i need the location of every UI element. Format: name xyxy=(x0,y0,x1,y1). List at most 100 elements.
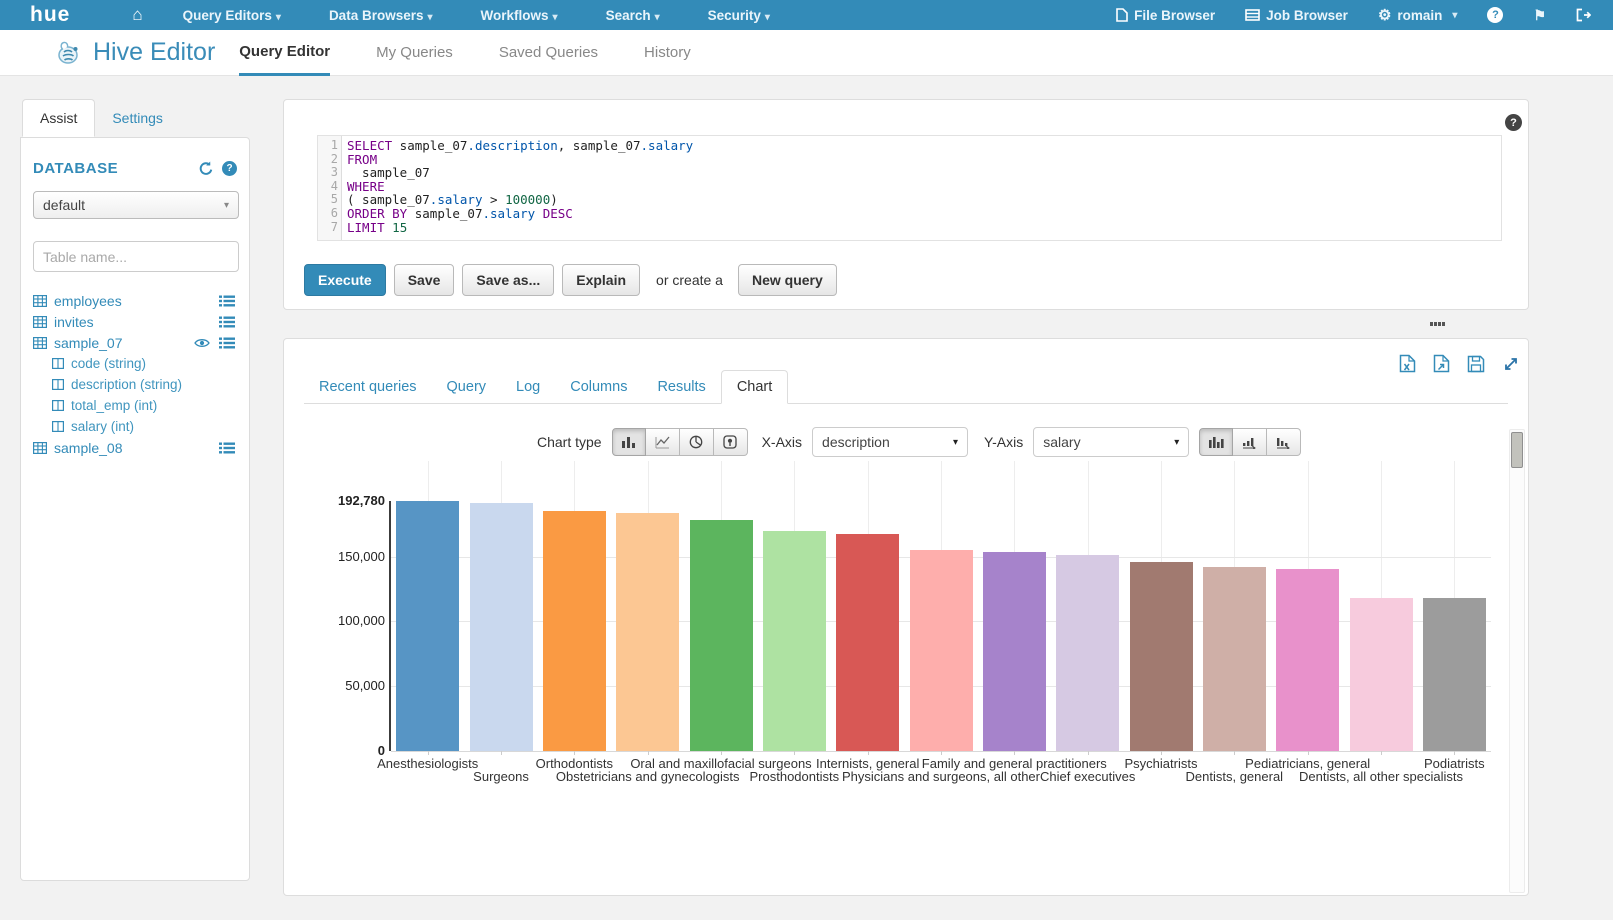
bar[interactable] xyxy=(982,551,1046,751)
chart-type-line-button[interactable] xyxy=(645,428,680,456)
bar[interactable] xyxy=(1422,597,1486,751)
x-axis-select[interactable]: description ▾ xyxy=(812,427,969,457)
x-axis-tick xyxy=(1087,751,1089,755)
column-row[interactable]: code (string) xyxy=(33,353,237,374)
table-row[interactable]: employees xyxy=(33,290,237,311)
bar[interactable] xyxy=(542,510,606,751)
chevron-down-icon: ▾ xyxy=(764,11,770,23)
tab-chart[interactable]: Chart xyxy=(720,370,789,404)
bar[interactable] xyxy=(689,519,753,751)
database-help-icon[interactable]: ? xyxy=(222,161,237,176)
execute-button[interactable]: Execute xyxy=(304,264,386,296)
table-icon xyxy=(33,315,47,328)
sql-line: LIMIT 15 xyxy=(347,219,408,235)
bar[interactable] xyxy=(762,531,826,751)
panel-resize-grip[interactable] xyxy=(1430,322,1445,326)
x-axis-tick xyxy=(647,751,649,755)
help-button[interactable]: ? xyxy=(1487,7,1504,23)
y-axis-tick-label: 150,000 xyxy=(338,548,385,564)
menu-search[interactable]: Search ▾ xyxy=(605,7,660,23)
sql-line: WHERE xyxy=(347,178,385,194)
file-icon xyxy=(1116,8,1128,22)
tab-recent-queries[interactable]: Recent queries xyxy=(319,379,417,395)
bar[interactable] xyxy=(1129,561,1193,751)
job-browser-link[interactable]: Job Browser xyxy=(1245,8,1348,23)
hive-bee-logo-icon xyxy=(55,39,85,67)
editor-tabs: Query Editor My Queries Saved Queries Hi… xyxy=(239,30,691,76)
sort-asc-button[interactable] xyxy=(1233,428,1268,456)
table-list: employees invites sample_07 code (string) de… xyxy=(33,290,237,458)
bar[interactable] xyxy=(1056,554,1120,751)
feedback-flag-button[interactable]: ⚑ xyxy=(1533,7,1546,24)
explain-button[interactable]: Explain xyxy=(562,264,641,296)
sign-out-button[interactable] xyxy=(1576,8,1591,22)
menu-query-editors[interactable]: Query Editors ▾ xyxy=(182,7,281,23)
tab-history[interactable]: History xyxy=(644,44,691,61)
tab-columns[interactable]: Columns xyxy=(570,379,628,395)
bar[interactable] xyxy=(1202,566,1266,751)
app-title: Hive Editor xyxy=(55,38,215,67)
bar[interactable] xyxy=(1276,568,1340,751)
column-row[interactable]: salary (int) xyxy=(33,416,237,437)
tab-log[interactable]: Log xyxy=(516,379,541,395)
menu-data-browsers[interactable]: Data Browsers ▾ xyxy=(328,7,433,23)
table-filter-input[interactable] xyxy=(33,241,239,272)
database-select[interactable]: default ▾ xyxy=(33,191,239,219)
chevron-down-icon: ▾ xyxy=(1452,9,1458,21)
menu-security[interactable]: Security ▾ xyxy=(707,7,770,23)
save-as-button[interactable]: Save as... xyxy=(462,264,555,296)
editor-help-icon[interactable]: ? xyxy=(1505,114,1522,131)
page-title: Hive Editor xyxy=(93,38,216,66)
table-menu-icon[interactable] xyxy=(219,442,235,454)
export-excel-icon[interactable] xyxy=(1399,354,1416,373)
scrollbar-thumb[interactable] xyxy=(1511,432,1523,468)
menu-workflows[interactable]: Workflows ▾ xyxy=(480,7,558,23)
database-header: DATABASE ? xyxy=(33,160,237,177)
chart-type-map-button[interactable] xyxy=(713,428,748,456)
save-button[interactable]: Save xyxy=(393,264,455,296)
column-row[interactable]: description (string) xyxy=(33,374,237,395)
table-row[interactable]: sample_07 xyxy=(33,332,237,353)
bar[interactable] xyxy=(909,549,973,751)
preview-eye-icon[interactable] xyxy=(194,338,210,348)
tab-query[interactable]: Query xyxy=(446,379,487,395)
new-query-button[interactable]: New query xyxy=(737,264,837,296)
bar[interactable] xyxy=(469,502,533,751)
save-results-icon[interactable] xyxy=(1467,355,1485,373)
bar[interactable] xyxy=(396,501,460,751)
tab-query-editor[interactable]: Query Editor xyxy=(239,30,331,76)
y-axis-select[interactable]: salary ▾ xyxy=(1033,427,1190,457)
bar[interactable] xyxy=(616,512,680,751)
chart-type-pie-button[interactable] xyxy=(679,428,714,456)
refresh-icon[interactable] xyxy=(198,161,214,176)
tab-results[interactable]: Results xyxy=(657,379,706,395)
table-name: sample_08 xyxy=(54,439,123,456)
tab-assist[interactable]: Assist xyxy=(22,99,96,137)
export-file-icon[interactable] xyxy=(1433,354,1450,373)
bar[interactable] xyxy=(1349,597,1413,751)
table-menu-icon[interactable] xyxy=(219,295,235,307)
tab-my-queries[interactable]: My Queries xyxy=(376,44,453,61)
x-axis-tick xyxy=(941,751,942,755)
x-axis-tick xyxy=(1381,751,1382,755)
tab-settings[interactable]: Settings xyxy=(112,110,163,126)
hue-logo[interactable]: hue xyxy=(30,3,71,26)
table-menu-icon[interactable] xyxy=(219,337,235,349)
sort-desc-button[interactable] xyxy=(1267,428,1302,456)
table-row[interactable]: sample_08 xyxy=(33,437,237,458)
x-axis-tick xyxy=(427,751,429,755)
chart-scrollbar[interactable] xyxy=(1509,429,1525,893)
table-row[interactable]: invites xyxy=(33,311,237,332)
home-icon[interactable]: ⌂ xyxy=(132,5,143,24)
sort-none-button[interactable] xyxy=(1199,428,1234,456)
table-menu-icon[interactable] xyxy=(219,316,235,328)
chart-type-bars-button[interactable] xyxy=(611,428,646,456)
bar[interactable] xyxy=(836,534,900,751)
column-row[interactable]: total_emp (int) xyxy=(33,395,237,416)
user-menu[interactable]: ⚙ romain ▾ xyxy=(1377,7,1458,24)
x-axis-tick-label: Dentists, all other specialists xyxy=(1298,769,1464,784)
tab-saved-queries[interactable]: Saved Queries xyxy=(498,44,599,61)
file-browser-link[interactable]: File Browser xyxy=(1116,8,1215,23)
expand-icon[interactable] xyxy=(1502,355,1520,373)
